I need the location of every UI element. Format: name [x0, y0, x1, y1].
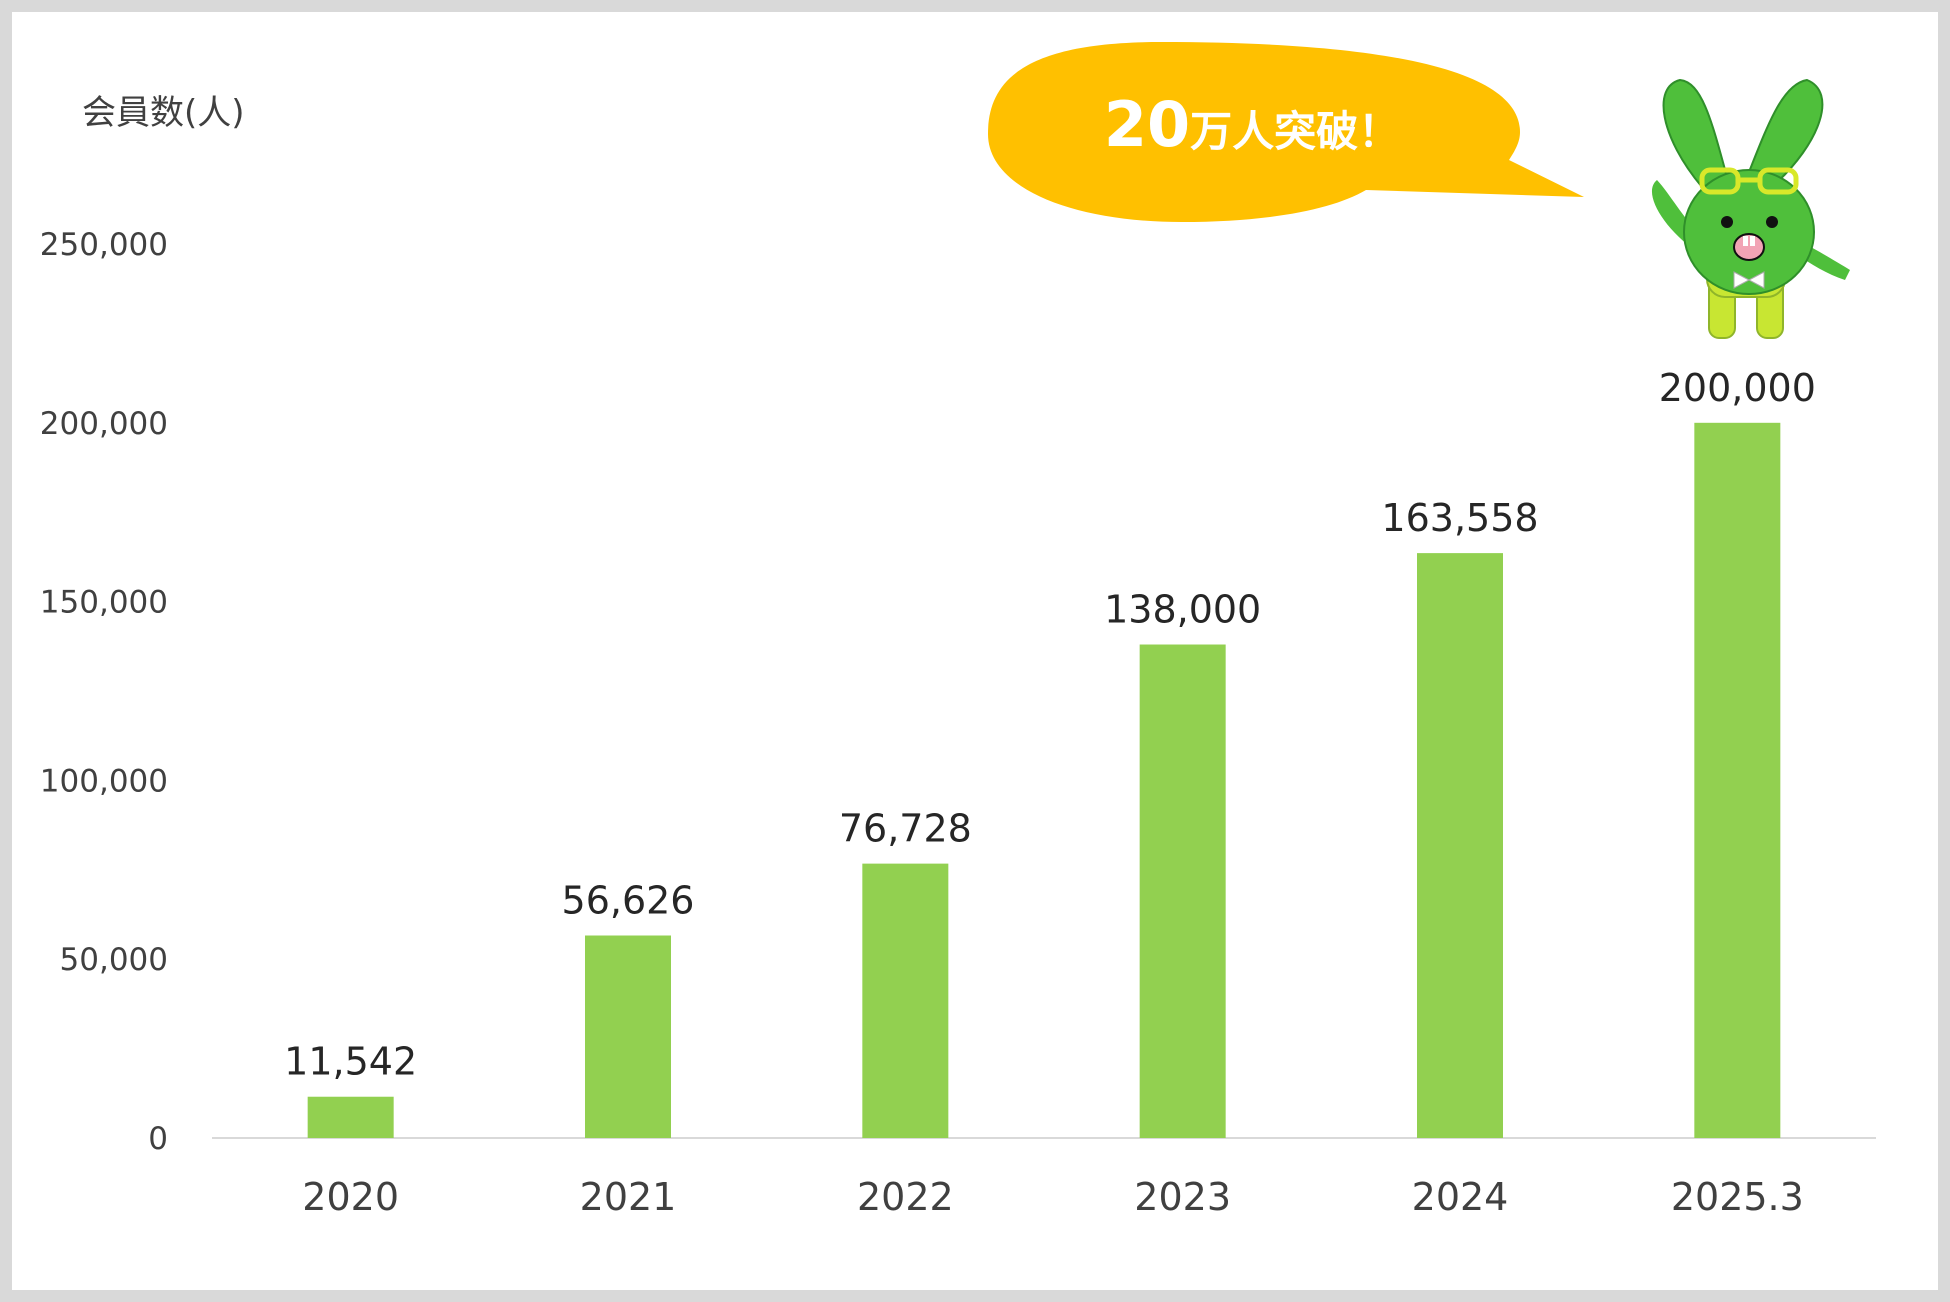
x-tick-label: 2020 [302, 1175, 399, 1219]
y-tick-label: 250,000 [40, 227, 168, 263]
x-axis-ticks: 2020 2021 2022 2023 2024 2025.3 [302, 1175, 1804, 1219]
data-label: 163,558 [1381, 496, 1538, 540]
x-tick-label: 2022 [857, 1175, 954, 1219]
chart-frame: 会員数(人) 0 50,000 100,000 150,000 200,000 250,0… [12, 12, 1938, 1290]
y-tick-label: 0 [148, 1121, 168, 1157]
y-tick-label: 150,000 [40, 585, 168, 621]
data-label: 76,728 [839, 807, 972, 851]
y-axis-ticks: 0 50,000 100,000 150,000 200,000 250,000 [40, 227, 168, 1157]
y-tick-label: 100,000 [40, 763, 168, 799]
data-label: 138,000 [1104, 588, 1261, 632]
y-tick-label: 200,000 [40, 406, 168, 442]
data-labels: 11,542 56,626 76,728 138,000 163,558 200,000 [284, 366, 1816, 1084]
bar-2024 [1417, 553, 1503, 1138]
y-axis-title: 会員数(人) [82, 93, 245, 133]
bar-2021 [585, 935, 671, 1138]
x-tick-label: 2021 [580, 1175, 677, 1219]
callout-label: 万人突破！ [1190, 107, 1400, 156]
bar-2023 [1139, 644, 1226, 1138]
bar-chart: 会員数(人) 0 50,000 100,000 150,000 200,000 250,0… [40, 42, 1876, 1219]
bar-2025.3 [1694, 422, 1781, 1138]
callout-number: 20 [1104, 88, 1190, 161]
x-tick-label: 2025.3 [1671, 1175, 1804, 1219]
x-tick-label: 2024 [1412, 1175, 1509, 1219]
callout-text: 20万人突破！ [1104, 88, 1400, 161]
bar-2022 [862, 863, 949, 1138]
bars-group [307, 422, 1781, 1138]
callout-bubble-shape [988, 42, 1584, 222]
y-tick-label: 50,000 [60, 942, 168, 978]
callout-bubble: 20万人突破！ [988, 42, 1584, 222]
green-rabbit-mascot-icon [1651, 78, 1850, 339]
bar-2020 [307, 1096, 394, 1138]
data-label: 56,626 [562, 879, 695, 923]
data-label: 200,000 [1659, 366, 1816, 410]
x-tick-label: 2023 [1134, 1175, 1231, 1219]
data-label: 11,542 [284, 1040, 417, 1084]
